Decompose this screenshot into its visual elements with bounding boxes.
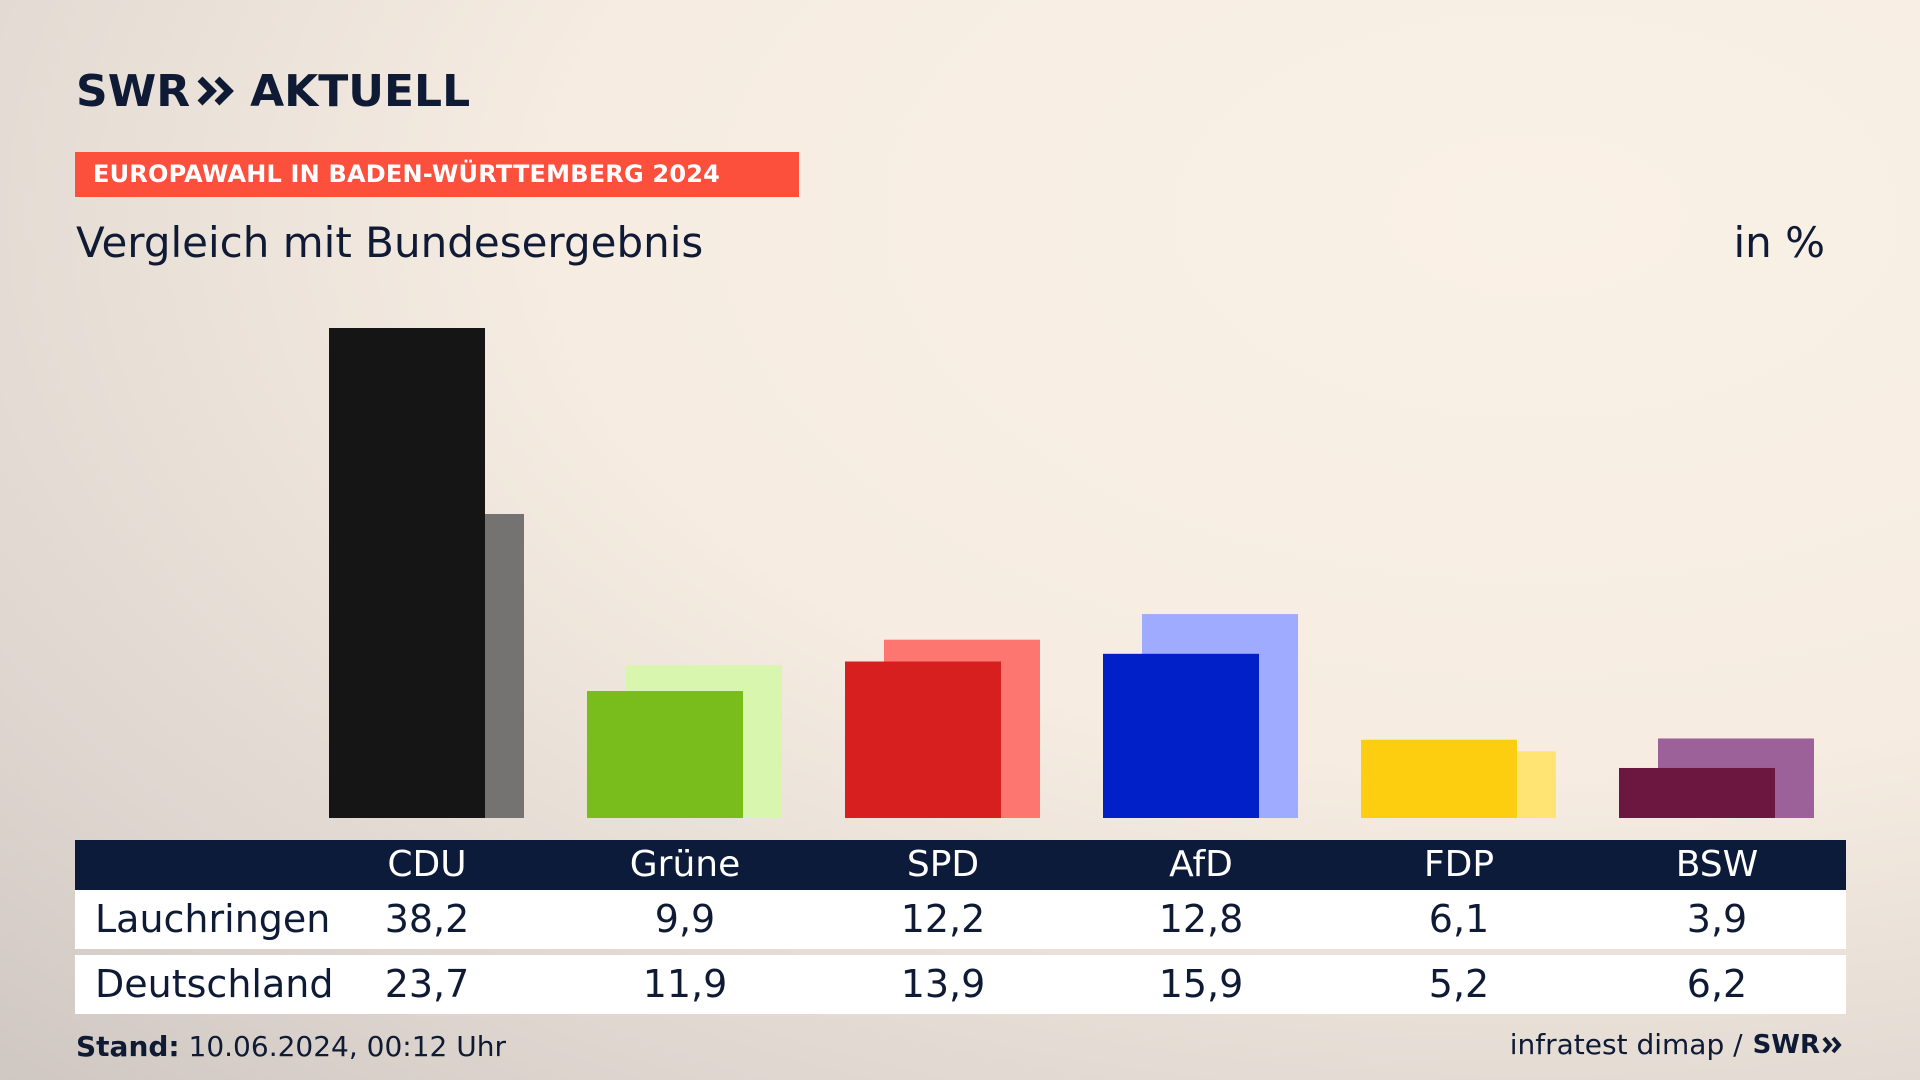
bar-lauchringen-cdu (329, 328, 485, 818)
value-lauchringen-afd: 12,8 (1158, 897, 1244, 941)
value-deutschland-bsw: 6,2 (1686, 962, 1748, 1006)
column-header-spd: SPD (906, 844, 980, 885)
table-row-deutschland: Deutschland 23,7 11,9 13,9 15,9 5,2 6,2 (75, 955, 1846, 1014)
footer-swr-logo: SWR (1752, 1029, 1820, 1060)
bar-chart (329, 328, 1814, 818)
row-label-deutschland: Deutschland (95, 962, 334, 1006)
column-header-fdp: FDP (1423, 844, 1495, 885)
stand-value: 10.06.2024, 00:12 Uhr (188, 1030, 506, 1063)
value-deutschland-spd: 13,9 (900, 962, 986, 1006)
column-header-afd: AfD (1169, 844, 1233, 885)
value-deutschland-afd: 15,9 (1158, 962, 1244, 1006)
value-lauchringen-bsw: 3,9 (1686, 897, 1748, 941)
kicker-banner: EUROPAWAHL IN BADEN-WÜRTTEMBERG 2024 (75, 152, 799, 197)
swr-aktuell-logo: SWR AKTUELL (76, 65, 471, 117)
column-header-grüne: Grüne (629, 844, 741, 885)
bar-lauchringen-afd (1103, 653, 1259, 818)
bar-lauchringen-bsw (1619, 767, 1775, 818)
timestamp: Stand: 10.06.2024, 00:12 Uhr (76, 1030, 506, 1063)
unit-label: in % (1733, 218, 1825, 267)
value-deutschland-grüne: 11,9 (642, 962, 728, 1006)
bar-lauchringen-grüne (587, 691, 743, 818)
bar-lauchringen-spd (845, 661, 1001, 818)
value-deutschland-fdp: 5,2 (1428, 962, 1490, 1006)
bar-lauchringen-fdp (1361, 739, 1517, 818)
table-row-lauchringen: Lauchringen 38,2 9,9 12,2 12,8 6,1 3,9 (75, 890, 1846, 949)
source-credit: infratest dimap / SWR (1510, 1028, 1844, 1061)
double-chevron-icon (1822, 1036, 1842, 1053)
chart-subtitle: Vergleich mit Bundesergebnis (76, 218, 704, 267)
results-table: CDU Grüne SPD AfD FDP BSW Lauchringen 38,2 9,9… (75, 840, 1846, 1014)
source-text: infratest dimap / (1509, 1028, 1743, 1061)
value-lauchringen-cdu: 38,2 (384, 897, 470, 941)
table-header: CDU Grüne SPD AfD FDP BSW (75, 840, 1846, 890)
value-deutschland-cdu: 23,7 (384, 962, 470, 1006)
double-chevron-icon (197, 76, 235, 106)
column-header-bsw: BSW (1675, 844, 1759, 885)
column-header-cdu: CDU (387, 844, 467, 885)
value-lauchringen-spd: 12,2 (900, 897, 986, 941)
logo-swr-text: SWR (76, 65, 191, 117)
value-lauchringen-fdp: 6,1 (1428, 897, 1490, 941)
stand-label: Stand: (76, 1030, 180, 1063)
logo-aktuell-text: AKTUELL (250, 65, 471, 117)
row-label-lauchringen: Lauchringen (95, 897, 331, 941)
value-lauchringen-grüne: 9,9 (654, 897, 716, 941)
